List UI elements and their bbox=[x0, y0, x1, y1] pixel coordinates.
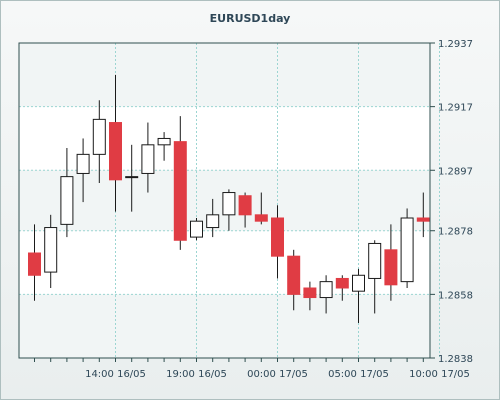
candle bbox=[76, 138, 90, 203]
y-tick-label: 1.2858 bbox=[438, 290, 473, 301]
candle bbox=[206, 198, 220, 238]
candle-body-up bbox=[206, 214, 220, 229]
candle-body-down bbox=[287, 255, 301, 295]
y-tick-label: 1.2878 bbox=[438, 227, 473, 238]
candle-body-up bbox=[368, 242, 382, 279]
candle-body-down bbox=[335, 277, 349, 289]
plot-border bbox=[18, 42, 431, 359]
candle bbox=[238, 192, 252, 228]
candle-body-up bbox=[319, 281, 333, 299]
x-axis: 14:00 16/05 19:00 16/05 00:00 17/05 05:0… bbox=[34, 358, 470, 380]
candle-body-up bbox=[76, 153, 90, 174]
candle-body-up bbox=[157, 137, 171, 146]
x-tick-label: 19:00 16/05 bbox=[166, 369, 227, 380]
candle-body-down bbox=[173, 141, 187, 241]
candle bbox=[368, 240, 382, 314]
x-tick-label: 00:00 17/05 bbox=[247, 369, 308, 380]
candle bbox=[352, 268, 365, 323]
candle-body-up bbox=[44, 227, 58, 273]
candle bbox=[28, 224, 41, 301]
y-tick-label: 1.2897 bbox=[438, 166, 473, 177]
candle bbox=[92, 100, 106, 183]
x-tick-label: 10:00 17/05 bbox=[409, 369, 470, 380]
y-axis: 1.2937 1.2917 1.2897 1.2878 1.2858 1.283… bbox=[430, 39, 473, 365]
candle bbox=[109, 74, 122, 212]
candle-body-down bbox=[254, 214, 268, 222]
candle-body-up bbox=[141, 144, 155, 174]
candles bbox=[28, 74, 430, 323]
candle bbox=[384, 224, 398, 301]
candle-body-down bbox=[416, 217, 430, 222]
candle bbox=[400, 208, 414, 288]
candle-body-down bbox=[238, 195, 252, 216]
candle bbox=[44, 214, 58, 288]
y-tick-label: 1.2838 bbox=[438, 354, 473, 365]
candle-body-up bbox=[60, 176, 74, 225]
candle-body-up bbox=[222, 192, 236, 216]
x-tick-label: 05:00 17/05 bbox=[328, 369, 389, 380]
candle-body-up bbox=[352, 274, 365, 292]
candle-body-up bbox=[190, 220, 203, 238]
plot-band bbox=[19, 294, 430, 358]
candle bbox=[190, 218, 203, 241]
candle bbox=[141, 122, 155, 193]
x-tick-label: 14:00 16/05 bbox=[85, 369, 146, 380]
candle-body-up bbox=[92, 118, 106, 155]
candle bbox=[319, 275, 333, 314]
y-tick-label: 1.2937 bbox=[438, 39, 473, 50]
candle-body-down bbox=[271, 217, 284, 257]
chart-title: EURUSD1day bbox=[210, 12, 291, 25]
candle-body-up bbox=[125, 176, 139, 179]
candle bbox=[303, 281, 317, 311]
plot-background bbox=[19, 43, 430, 358]
candle bbox=[335, 275, 349, 301]
candle bbox=[416, 192, 430, 238]
candle-body-down bbox=[384, 249, 398, 286]
candle bbox=[60, 148, 74, 238]
candle bbox=[287, 249, 301, 311]
candle bbox=[173, 116, 187, 250]
candle-body-down bbox=[303, 287, 317, 299]
candle-body-down bbox=[109, 122, 122, 181]
candle bbox=[222, 189, 236, 231]
plot-band bbox=[19, 43, 430, 107]
candle bbox=[125, 144, 139, 212]
candle-body-down bbox=[28, 252, 41, 276]
y-tick-label: 1.2917 bbox=[438, 103, 473, 114]
candle bbox=[157, 132, 171, 161]
candle-body-up bbox=[400, 217, 414, 283]
candle bbox=[271, 205, 284, 279]
candle bbox=[254, 192, 268, 225]
